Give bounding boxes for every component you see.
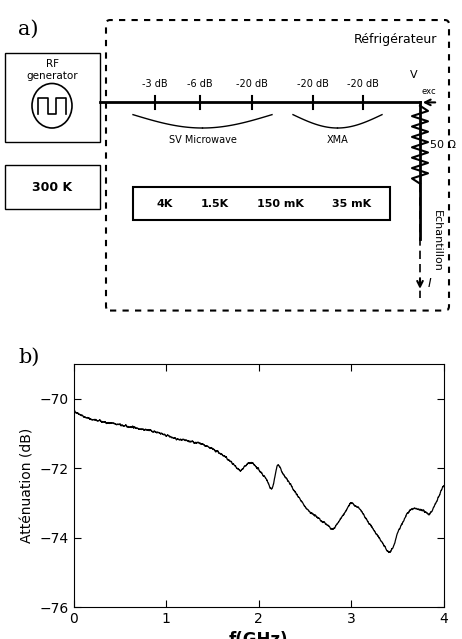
Text: exc: exc xyxy=(421,87,436,96)
X-axis label: f(GHz): f(GHz) xyxy=(229,631,288,639)
Text: XMA: XMA xyxy=(327,135,348,144)
Y-axis label: Atténuation (dB): Atténuation (dB) xyxy=(20,428,34,543)
Text: -20 dB: -20 dB xyxy=(236,79,268,89)
Text: 50 Ω: 50 Ω xyxy=(430,140,456,150)
Text: 300 K: 300 K xyxy=(32,180,73,194)
Text: Echantillon: Echantillon xyxy=(432,210,442,272)
Text: 1.5K: 1.5K xyxy=(201,199,229,209)
Text: -20 dB: -20 dB xyxy=(347,79,379,89)
Text: I: I xyxy=(428,277,432,290)
Text: -6 dB: -6 dB xyxy=(187,79,213,89)
Bar xyxy=(5,54,100,142)
Text: 35 mK: 35 mK xyxy=(333,199,371,209)
Text: SV Microwave: SV Microwave xyxy=(169,135,237,144)
Text: a): a) xyxy=(18,20,38,39)
Bar xyxy=(5,165,100,209)
Text: -3 dB: -3 dB xyxy=(142,79,168,89)
Text: 4K: 4K xyxy=(157,199,173,209)
Text: 150 mK: 150 mK xyxy=(256,199,304,209)
Text: V: V xyxy=(410,70,418,80)
Text: RF
generator: RF generator xyxy=(27,59,79,81)
Text: b): b) xyxy=(18,348,40,367)
Bar xyxy=(133,187,390,220)
Text: Réfrigérateur: Réfrigérateur xyxy=(353,33,437,47)
Text: -20 dB: -20 dB xyxy=(297,79,329,89)
